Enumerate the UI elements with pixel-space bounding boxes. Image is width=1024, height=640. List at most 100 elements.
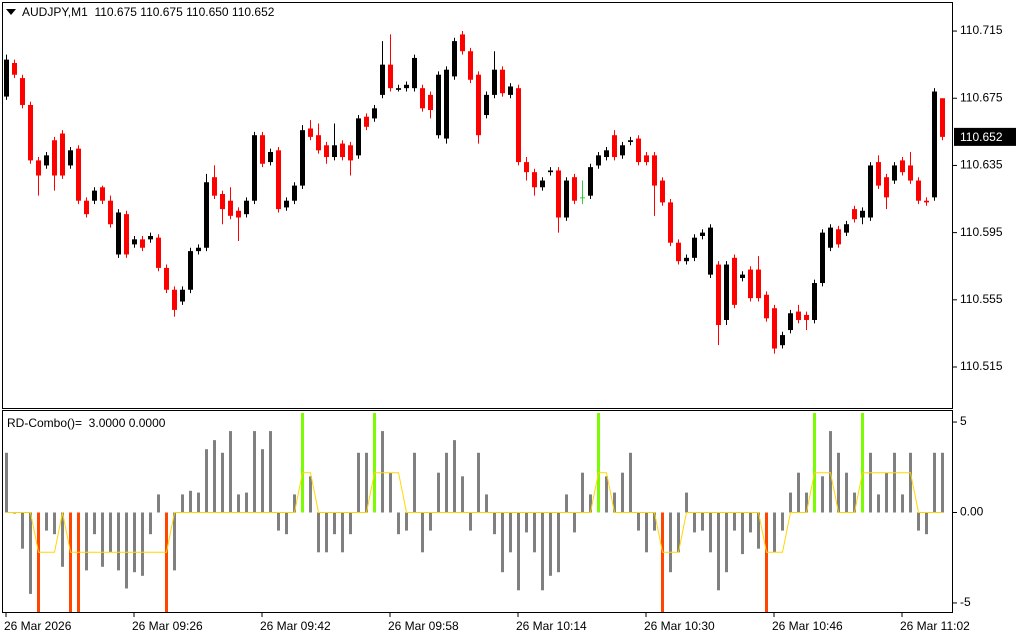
histogram-bar [61,512,64,567]
x-tick-label: 26 Mar 09:26 [132,619,203,633]
candle-body [340,143,345,158]
candle-body [164,267,169,290]
candle-body [420,88,425,109]
histogram-bar [341,512,344,553]
histogram-bar [165,512,168,612]
x-tick-label: 26 Mar 2026 [4,619,72,633]
histogram-bar [133,512,136,573]
candle-body [828,227,833,248]
histogram-bar [677,512,680,553]
histogram-bar [901,494,904,513]
histogram-bar [461,476,464,513]
candle-body [196,247,201,252]
histogram-bar [733,512,736,531]
histogram-bar [493,512,496,535]
candle-body [596,155,601,166]
histogram-bar [477,452,480,513]
candle-body [236,210,241,218]
histogram-bar [277,512,280,531]
candle-body [300,130,305,186]
candle-body [884,177,889,198]
candle-body [132,239,137,245]
candle-body [852,209,857,220]
candle-body [276,150,281,210]
histogram-bar [741,512,744,555]
candle-body [220,193,225,210]
histogram-bar [565,494,568,513]
candle-body [372,108,377,119]
histogram-bar [325,512,328,553]
histogram-bar [853,492,856,513]
candle-body [908,165,913,181]
histogram-bar [645,512,648,553]
y-tick-label: 5 [960,414,967,428]
candle-body [260,135,265,164]
histogram-bar [381,431,384,513]
histogram-bar [317,512,320,553]
candle-body [700,232,705,236]
candle-body [228,200,233,216]
histogram-bar [605,476,608,513]
histogram-bar [29,512,32,594]
candle-body [556,170,561,218]
indicator-pane [2,410,953,613]
histogram-bar [941,452,944,513]
histogram-bar [5,452,8,513]
x-tick-label: 26 Mar 11:02 [900,619,970,633]
candle-body [428,94,433,111]
histogram-bar [557,512,560,573]
histogram-bar [261,449,264,513]
histogram-bar [773,512,776,553]
histogram-bar [333,512,336,535]
histogram-bar [93,512,96,535]
main-pane [2,2,953,409]
candle-body [380,64,385,95]
histogram-bar [125,512,128,589]
histogram-bar [397,512,400,535]
candle-body [100,187,105,201]
histogram-bar [229,431,232,513]
candle-body [52,140,57,176]
histogram-bar [485,494,488,513]
histogram-bar [749,512,752,533]
histogram-bar [205,449,208,513]
candle-body [604,150,609,158]
histogram-bar [693,512,696,533]
histogram-bar [933,452,936,513]
histogram-bar [85,512,88,571]
histogram-bar [893,452,896,513]
histogram-bar [781,512,784,531]
histogram-bar [213,440,216,513]
candle-body [500,69,505,94]
candle-body [732,257,737,305]
candle-body [844,224,849,233]
candle-body [188,251,193,290]
candle-body [668,202,673,243]
y-tick-label: 110.515 [960,359,1003,373]
candle-body [900,160,905,173]
candle-body [204,182,209,248]
indicator-line [6,472,943,553]
histogram-bar [45,512,48,531]
candle-body [4,59,9,97]
candle-body [868,165,873,218]
histogram-bar [245,492,248,513]
histogram-bar [141,512,144,576]
collapse-icon[interactable] [6,9,16,15]
histogram-bar [837,452,840,513]
histogram-bar [437,472,440,513]
candle-body [924,200,929,203]
candle-body [84,200,89,215]
candle-body [212,177,217,196]
candle-body [388,64,393,89]
candle-body [156,237,161,268]
histogram-bar [21,512,24,549]
candle-body [676,242,681,262]
histogram-bar [797,472,800,513]
histogram-bar [861,412,864,513]
histogram-bar [253,431,256,513]
candle-body [436,74,441,136]
y-tick-label: -5 [960,595,971,609]
candle-body [876,162,881,186]
indicator-header: RD-Combo()= 3.0000 0.0000 [7,416,166,430]
